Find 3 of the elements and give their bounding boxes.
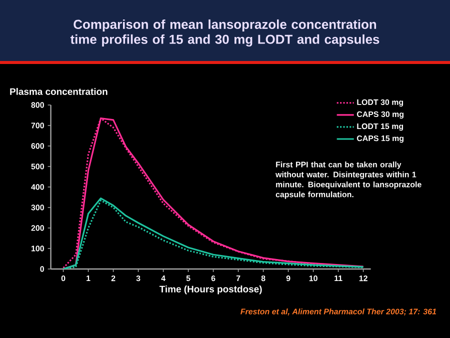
chart-title: Comparison of mean lansoprazole concentration time profiles of 15 and 30 mg LODT and capsules [70, 19, 380, 47]
x-axis-title: Time (Hours postdose) [159, 285, 262, 294]
y-axis-title: Plasma concentration [10, 88, 108, 95]
